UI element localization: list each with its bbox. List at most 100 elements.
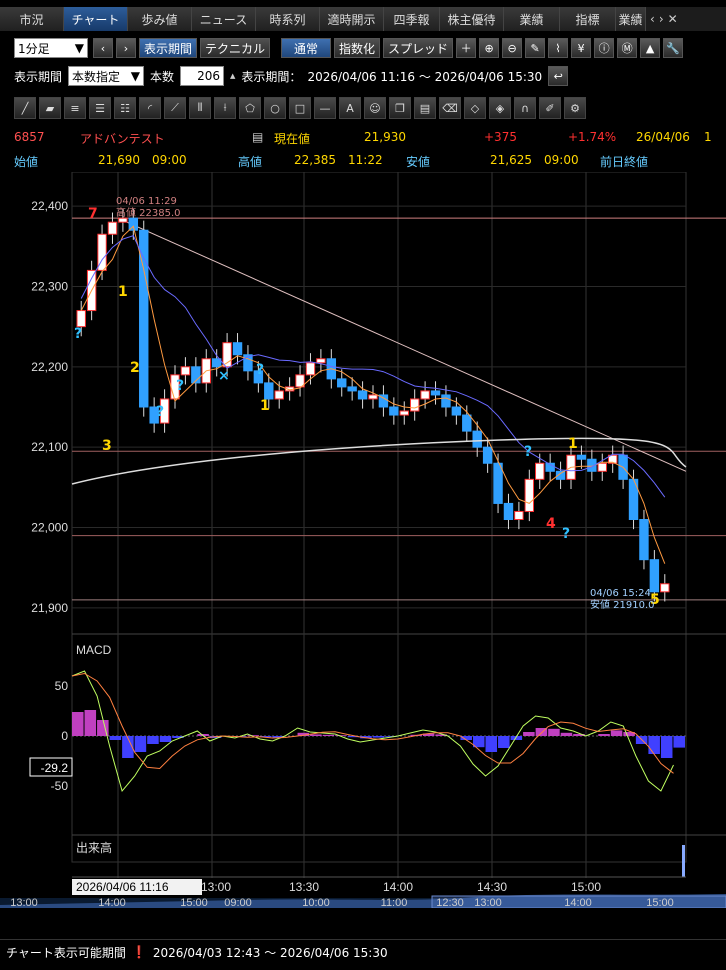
wave-icon[interactable]: ⌇ xyxy=(548,38,569,58)
yen-icon[interactable]: ¥ xyxy=(571,38,592,58)
navigator-tick-label: 11:00 xyxy=(381,897,408,908)
pentagon-tool-icon[interactable]: ⬠ xyxy=(239,97,261,119)
fib-tool-icon[interactable]: ☷ xyxy=(114,97,136,119)
technical-button[interactable]: テクニカル xyxy=(200,38,271,58)
time-tick-label: 13:00 xyxy=(201,880,231,894)
price-chart[interactable]: 22,400 22,300 22,200 22,100 22,000 21,900 7 1? 2… xyxy=(0,171,726,909)
count-input[interactable]: 206 xyxy=(180,66,225,86)
tab-market[interactable]: 市況 xyxy=(0,7,64,31)
eraser-tool-icon[interactable]: ◇ xyxy=(464,97,486,119)
tab-results-2[interactable]: 業績 xyxy=(616,7,646,31)
index-button[interactable]: 指数化 xyxy=(334,38,381,58)
macd-histogram-bar xyxy=(435,734,447,736)
delete-tool-icon[interactable]: ⌫ xyxy=(439,97,461,119)
line-tool-icon[interactable]: ╱ xyxy=(14,97,36,119)
document-icon[interactable]: ▤ xyxy=(252,130,264,144)
chart-grid xyxy=(71,171,726,878)
dropdown-icon: ▼ xyxy=(130,69,141,83)
stock-code: 6857 xyxy=(14,130,45,144)
low-note-time: 04/06 15:24 xyxy=(590,588,651,599)
spread-button[interactable]: スプレッド xyxy=(383,38,454,58)
period-select[interactable]: 本数指定 ▼ xyxy=(68,66,145,86)
navigator[interactable] xyxy=(0,894,726,909)
arc-tool-icon[interactable]: ◜ xyxy=(139,97,161,119)
paste-tool-icon[interactable]: ▤ xyxy=(414,97,436,119)
candle-body xyxy=(462,414,472,432)
chevron-left-icon[interactable]: ‹ xyxy=(650,12,655,26)
candle-body xyxy=(139,229,149,408)
wave-mark: 1 xyxy=(260,398,270,414)
change-percent: +1.74% xyxy=(568,130,617,144)
navigator-tick-label: 09:00 xyxy=(224,897,252,908)
wave-mark: 3 xyxy=(102,438,112,454)
rect-tool-icon[interactable]: □ xyxy=(289,97,311,119)
count-stepper[interactable]: ▲ xyxy=(230,72,235,80)
tab-timeseries[interactable]: 時系列 xyxy=(256,7,320,31)
info-icon[interactable]: ⓘ xyxy=(594,38,615,58)
candle-body xyxy=(493,462,503,504)
select-tool-icon[interactable]: ◈ xyxy=(489,97,511,119)
navigator-tick-label: 12:30 xyxy=(436,897,464,908)
price-tick-label: 21,900 xyxy=(31,601,68,615)
magnet-tool-icon[interactable]: ∩ xyxy=(514,97,536,119)
display-period-button[interactable]: 表示期間 xyxy=(139,38,198,58)
prev-icon[interactable]: ‹ xyxy=(93,38,113,58)
period-label: 表示期間 xyxy=(14,69,63,84)
chevron-right-icon[interactable]: › xyxy=(658,12,664,26)
high-note-time: 04/06 11:29 xyxy=(116,196,177,207)
settings-tool-icon[interactable]: ⚙ xyxy=(564,97,586,119)
candle-body xyxy=(211,358,222,368)
candle-body xyxy=(430,390,441,396)
high-value: 22,385 xyxy=(294,153,336,167)
tab-tick[interactable]: 歩み値 xyxy=(128,7,192,31)
fan-tool-icon[interactable]: ⟋ xyxy=(164,97,186,119)
candle-body xyxy=(191,366,201,384)
tab-shikiho[interactable]: 四季報 xyxy=(384,7,440,31)
macd-histogram-bar xyxy=(610,730,623,736)
count-value: 206 xyxy=(197,69,221,83)
channel-tool-icon[interactable]: ☰ xyxy=(89,97,111,119)
macd-histogram-bar xyxy=(548,728,560,736)
wave-mark: 7 xyxy=(88,206,98,222)
candle-body xyxy=(253,370,264,384)
line-h-tool-icon[interactable]: — xyxy=(314,97,336,119)
chart-labels: 22,400 22,300 22,200 22,100 22,000 21,900 7 1? 2… xyxy=(10,196,674,909)
ruler-tool-icon[interactable]: ▰ xyxy=(39,97,61,119)
close-icon[interactable]: ✕ xyxy=(667,12,678,26)
next-icon[interactable]: › xyxy=(116,38,136,58)
tab-chart[interactable]: チャート xyxy=(64,7,128,31)
wrench-icon[interactable]: 🔧 xyxy=(663,38,684,58)
tab-indicators[interactable]: 指標 xyxy=(560,7,616,31)
gann-tool-icon[interactable]: ⟊ xyxy=(214,97,236,119)
tab-results[interactable]: 業績 xyxy=(504,7,560,31)
chart-frame xyxy=(71,171,687,863)
wave-mark: 4 xyxy=(546,516,556,532)
change-value: +375 xyxy=(484,130,517,144)
text-tool-icon[interactable]: A xyxy=(339,97,361,119)
tab-disclosure[interactable]: 適時開示 xyxy=(320,7,384,31)
stepper-up-icon[interactable]: ▲ xyxy=(230,72,236,80)
icon-tool-icon[interactable]: ☺ xyxy=(364,97,386,119)
copy-tool-icon[interactable]: ❐ xyxy=(389,97,411,119)
vlines-tool-icon[interactable]: ⦀ xyxy=(189,97,211,119)
horizontal-lines xyxy=(72,217,726,601)
interval-select[interactable]: 1分足 ▼ xyxy=(14,38,88,58)
zoom-out-icon[interactable]: ⊖ xyxy=(502,38,523,58)
add-icon[interactable]: ＋ xyxy=(456,38,477,58)
tab-yutai[interactable]: 株主優待 xyxy=(440,7,504,31)
candle-body xyxy=(399,410,409,416)
macd-histogram-bar xyxy=(322,734,335,736)
circle-tool-icon[interactable]: ○ xyxy=(264,97,286,119)
pen-icon[interactable]: ✎ xyxy=(525,38,546,58)
normal-button[interactable]: 通常 xyxy=(281,38,332,58)
return-icon[interactable]: ↩ xyxy=(548,66,569,86)
hline-tool-icon[interactable]: ≡ xyxy=(64,97,86,119)
tab-news[interactable]: ニュース xyxy=(192,7,256,31)
chart-svg: 22,400 22,300 22,200 22,100 22,000 21,900 7 1? 2… xyxy=(0,171,726,909)
candle-body xyxy=(243,354,253,372)
zoom-in-icon[interactable]: ⊕ xyxy=(479,38,500,58)
my-icon[interactable]: Ⓜ xyxy=(617,38,638,58)
candle-body xyxy=(441,394,451,408)
area-chart-icon[interactable]: ▲ xyxy=(640,38,661,58)
edit-tool-icon[interactable]: ✐ xyxy=(539,97,561,119)
